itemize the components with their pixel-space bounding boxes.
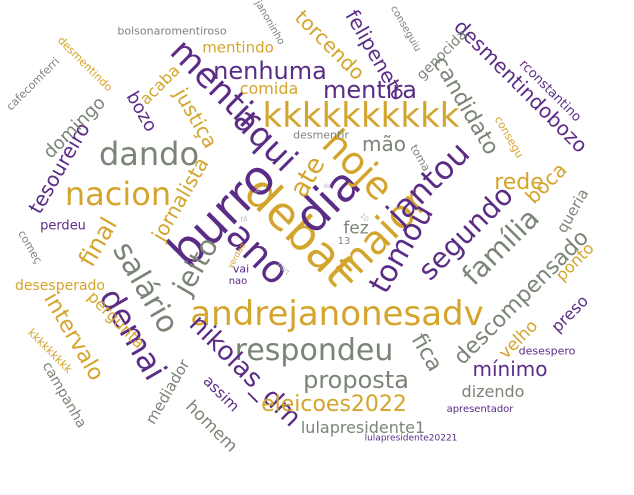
cloud-word: conseguiu (387, 3, 423, 54)
cloud-word: andrejanonesadv (190, 294, 484, 334)
cloud-word: mentindo (202, 38, 274, 57)
cloud-word: vai (232, 262, 250, 276)
cloud-word: 13 (337, 236, 351, 247)
cloud-word: mentira (322, 76, 418, 104)
cloud-word: começ (15, 228, 45, 266)
cloud-word: eleicoes2022 (261, 392, 407, 417)
cloud-word: preso (547, 291, 593, 337)
cloud-word: tô (240, 215, 248, 224)
cloud-word: kkkkkkkkkk (262, 96, 460, 136)
cloud-word: respondeu (234, 333, 394, 368)
cloud-word: desespero (518, 344, 576, 358)
cloud-word: dizendo (461, 382, 525, 401)
cloud-word: desesperado (15, 278, 105, 294)
cloud-word: nenhuma (213, 57, 327, 85)
cloud-word: mínimo (472, 357, 548, 381)
cloud-word: boca (520, 157, 572, 209)
cloud-word: bolsonaromentiroso (117, 24, 227, 38)
cloud-word: desmentir (293, 128, 349, 142)
cloud-word: cafecomferri (3, 54, 63, 114)
cloud-word: de (323, 183, 331, 190)
cloud-word: nacion (64, 175, 172, 213)
cloud-word: mão (362, 132, 406, 156)
cloud-word: apresentador (446, 404, 514, 415)
cloud-word: lulapresidente1 (300, 418, 426, 437)
cloud-word: comida (239, 79, 299, 98)
cloud-word: rede (494, 170, 544, 195)
cloud-word: fez (343, 218, 369, 239)
cloud-word: perdeu (40, 218, 86, 234)
cloud-word: desmentindo (54, 33, 116, 95)
cloud-word: dando (98, 135, 200, 173)
cloud-word: nao (228, 276, 248, 287)
cloud-word: proposta (303, 366, 409, 394)
cloud-word: lulapresidente20221 (364, 433, 458, 444)
cloud-word: fica (405, 329, 448, 377)
